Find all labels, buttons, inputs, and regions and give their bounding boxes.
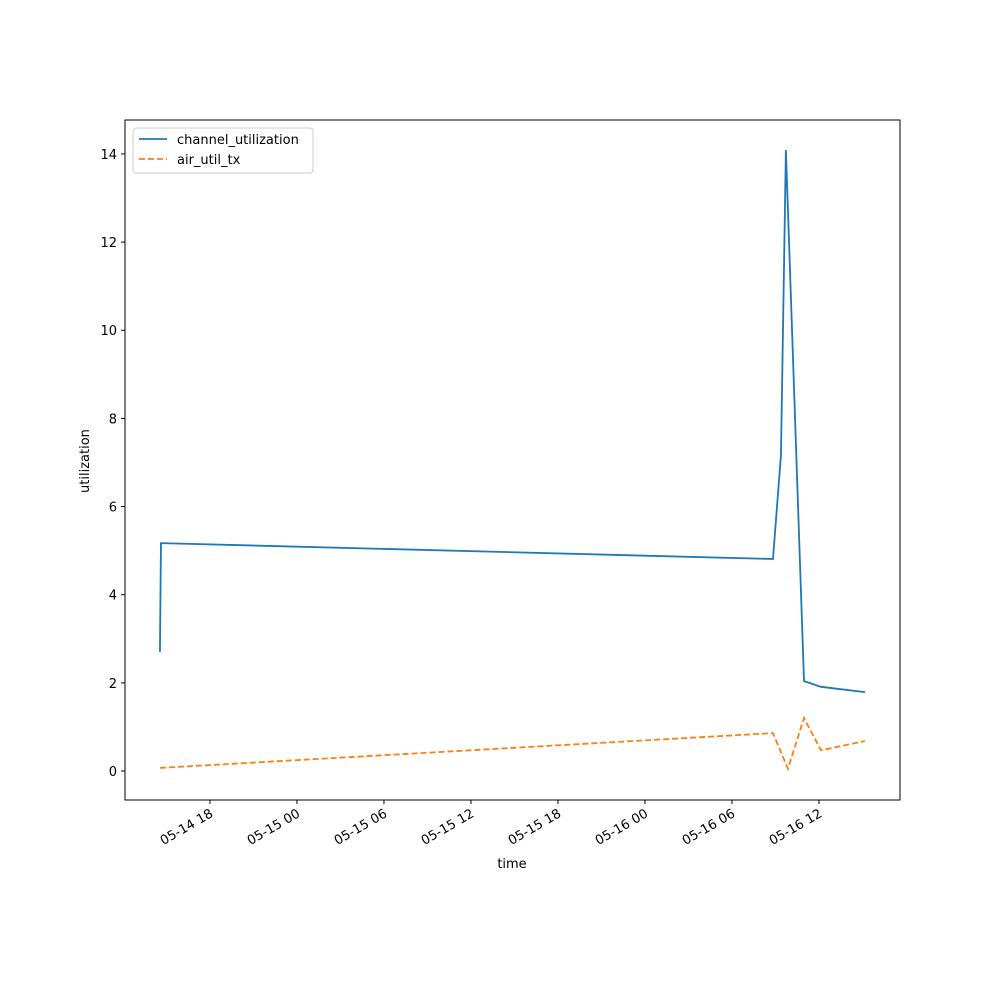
y-axis-label: utilization [78, 429, 93, 493]
x-tick-label: 05-15 00 [245, 806, 303, 848]
y-tick-label: 10 [100, 324, 117, 339]
x-tick-label: 05-15 12 [419, 806, 477, 848]
legend: channel_utilization air_util_tx [132, 127, 314, 174]
legend-label: air_util_tx [177, 153, 241, 168]
data-line [159, 715, 866, 772]
y-tick-label: 6 [109, 501, 117, 516]
y-tick-label: 4 [109, 589, 117, 604]
x-tick-label: 05-15 18 [506, 806, 564, 848]
x-tick-label: 05-14 18 [158, 806, 216, 848]
x-axis-label: time [497, 857, 526, 872]
x-tick-label: 05-16 06 [680, 806, 738, 848]
y-tick-label: 14 [100, 148, 117, 163]
y-tick-label: 12 [100, 236, 117, 251]
x-tick-label: 05-16 12 [767, 806, 825, 848]
data-line [159, 149, 866, 693]
legend-box [132, 127, 314, 174]
plot-frame [124, 119, 901, 801]
x-tick-label: 05-16 00 [593, 806, 651, 848]
x-tick-label: 05-15 06 [332, 806, 390, 848]
legend-label: channel_utilization [177, 133, 299, 148]
y-tick-label: 2 [109, 677, 117, 692]
y-tick-label: 8 [109, 412, 117, 427]
y-tick-label: 0 [109, 765, 117, 780]
